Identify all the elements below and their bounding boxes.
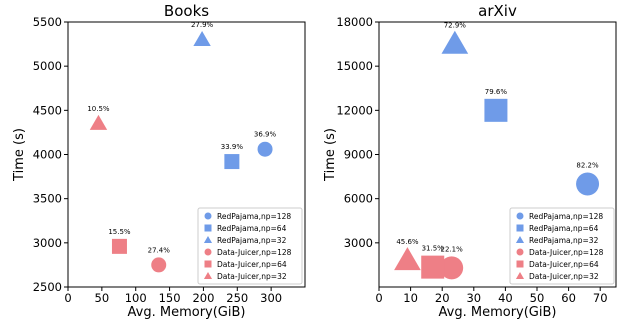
data-point <box>421 255 445 279</box>
legend-marker <box>516 248 524 256</box>
y-axis-label: Time (s) <box>12 128 27 182</box>
data-point <box>576 172 600 196</box>
data-label: 36.9% <box>254 131 277 139</box>
y-tick-label: 4500 <box>33 103 62 117</box>
data-point <box>151 257 167 273</box>
y-tick-label: 3000 <box>33 236 62 250</box>
legend-box <box>509 207 615 285</box>
data-label: 45.6% <box>396 238 419 246</box>
data-point <box>111 238 127 254</box>
legend-marker <box>516 260 524 268</box>
data-label: 10.5% <box>87 105 110 113</box>
data-label: 31.5% <box>422 245 445 253</box>
y-tick-label: 2500 <box>33 280 62 294</box>
legend-marker <box>516 224 524 232</box>
legend-label: Data-Juicer,np=64 <box>529 260 599 269</box>
legend-label: RedPajama,np=128 <box>217 212 291 221</box>
legend-marker <box>203 235 213 243</box>
x-tick-label: 100 <box>125 291 147 305</box>
data-label: 15.5% <box>108 228 131 236</box>
legend-marker <box>515 235 525 243</box>
legend-marker <box>204 260 212 268</box>
data-label: 72.9% <box>444 22 467 30</box>
legend: RedPajama,np=128 RedPajama,np=64 RedPajama… <box>509 207 615 285</box>
x-tick-label: 0 <box>64 291 71 305</box>
legend-label: Data-Juicer,np=32 <box>217 272 287 281</box>
x-tick-label: 50 <box>530 291 545 305</box>
x-tick-label: 150 <box>159 291 181 305</box>
x-tick-label: 30 <box>466 291 481 305</box>
x-tick-label: 300 <box>260 291 282 305</box>
legend-marker <box>204 248 212 256</box>
data-point <box>193 30 211 46</box>
legend: RedPajama,np=128 RedPajama,np=64 RedPajama… <box>197 207 303 285</box>
y-tick-label: 5000 <box>33 59 62 73</box>
data-point <box>89 114 108 130</box>
y-tick-label: 3500 <box>33 192 62 206</box>
y-tick-label: 5500 <box>33 15 62 29</box>
data-point <box>224 154 240 170</box>
chart-panel-2: arXiv 0 10 20 30 40 50 60 70 3000 6000 9000 12000 150… <box>323 2 617 320</box>
data-label: 27.9% <box>191 21 214 29</box>
x-tick-label: 10 <box>403 291 418 305</box>
legend-label: RedPajama,np=128 <box>529 212 603 221</box>
x-axis-label: Avg. Memory(GiB) <box>128 305 246 320</box>
y-tick-label: 6000 <box>344 192 373 206</box>
legend-marker <box>515 271 525 279</box>
legend-label: RedPajama,np=64 <box>217 224 287 233</box>
legend-label: Data-Juicer,np=128 <box>217 248 292 257</box>
data-point <box>394 247 421 271</box>
legend-marker <box>204 224 212 232</box>
data-label: 22.1% <box>441 245 464 253</box>
data-point <box>484 98 508 122</box>
legend-label: RedPajama,np=32 <box>529 236 599 245</box>
legend-label: Data-Juicer,np=128 <box>529 248 604 257</box>
legend-marker <box>203 271 213 279</box>
x-tick-label: 40 <box>498 291 513 305</box>
legend-marker <box>516 212 524 220</box>
y-axis-label: Time (s) <box>323 128 338 182</box>
legend-box <box>197 207 303 285</box>
legend-label: RedPajama,np=32 <box>217 236 287 245</box>
legend-label: RedPajama,np=64 <box>529 224 599 233</box>
y-tick-label: 9000 <box>344 148 373 162</box>
data-label: 82.2% <box>576 161 599 169</box>
x-tick-label: 200 <box>192 291 214 305</box>
legend-label: Data-Juicer,np=32 <box>529 272 599 281</box>
x-axis-label: Avg. Memory(GiB) <box>439 305 557 320</box>
x-tick-label: 60 <box>561 291 576 305</box>
x-tick-label: 50 <box>95 291 110 305</box>
x-tick-label: 0 <box>375 291 382 305</box>
x-tick-label: 70 <box>593 291 608 305</box>
y-tick-label: 3000 <box>344 236 373 250</box>
y-tick-label: 4000 <box>33 148 62 162</box>
data-label: 27.4% <box>148 246 171 254</box>
x-tick-label: 250 <box>226 291 248 305</box>
x-tick-label: 20 <box>435 291 450 305</box>
data-point <box>257 141 273 157</box>
y-tick-label: 18000 <box>336 15 373 29</box>
y-tick-label: 12000 <box>336 103 373 117</box>
legend-marker <box>204 212 212 220</box>
chart-panel-1: Books 0 50 100 150 200 250 300 2500 3000 3500 4000 4… <box>12 2 306 320</box>
y-tick-label: 15000 <box>336 59 373 73</box>
chart-title: arXiv <box>478 2 517 20</box>
chart-title: Books <box>164 2 209 20</box>
data-label: 33.9% <box>221 143 244 151</box>
data-point <box>440 256 464 280</box>
legend-label: Data-Juicer,np=64 <box>217 260 287 269</box>
data-point <box>441 30 469 54</box>
data-label: 79.6% <box>485 88 508 96</box>
